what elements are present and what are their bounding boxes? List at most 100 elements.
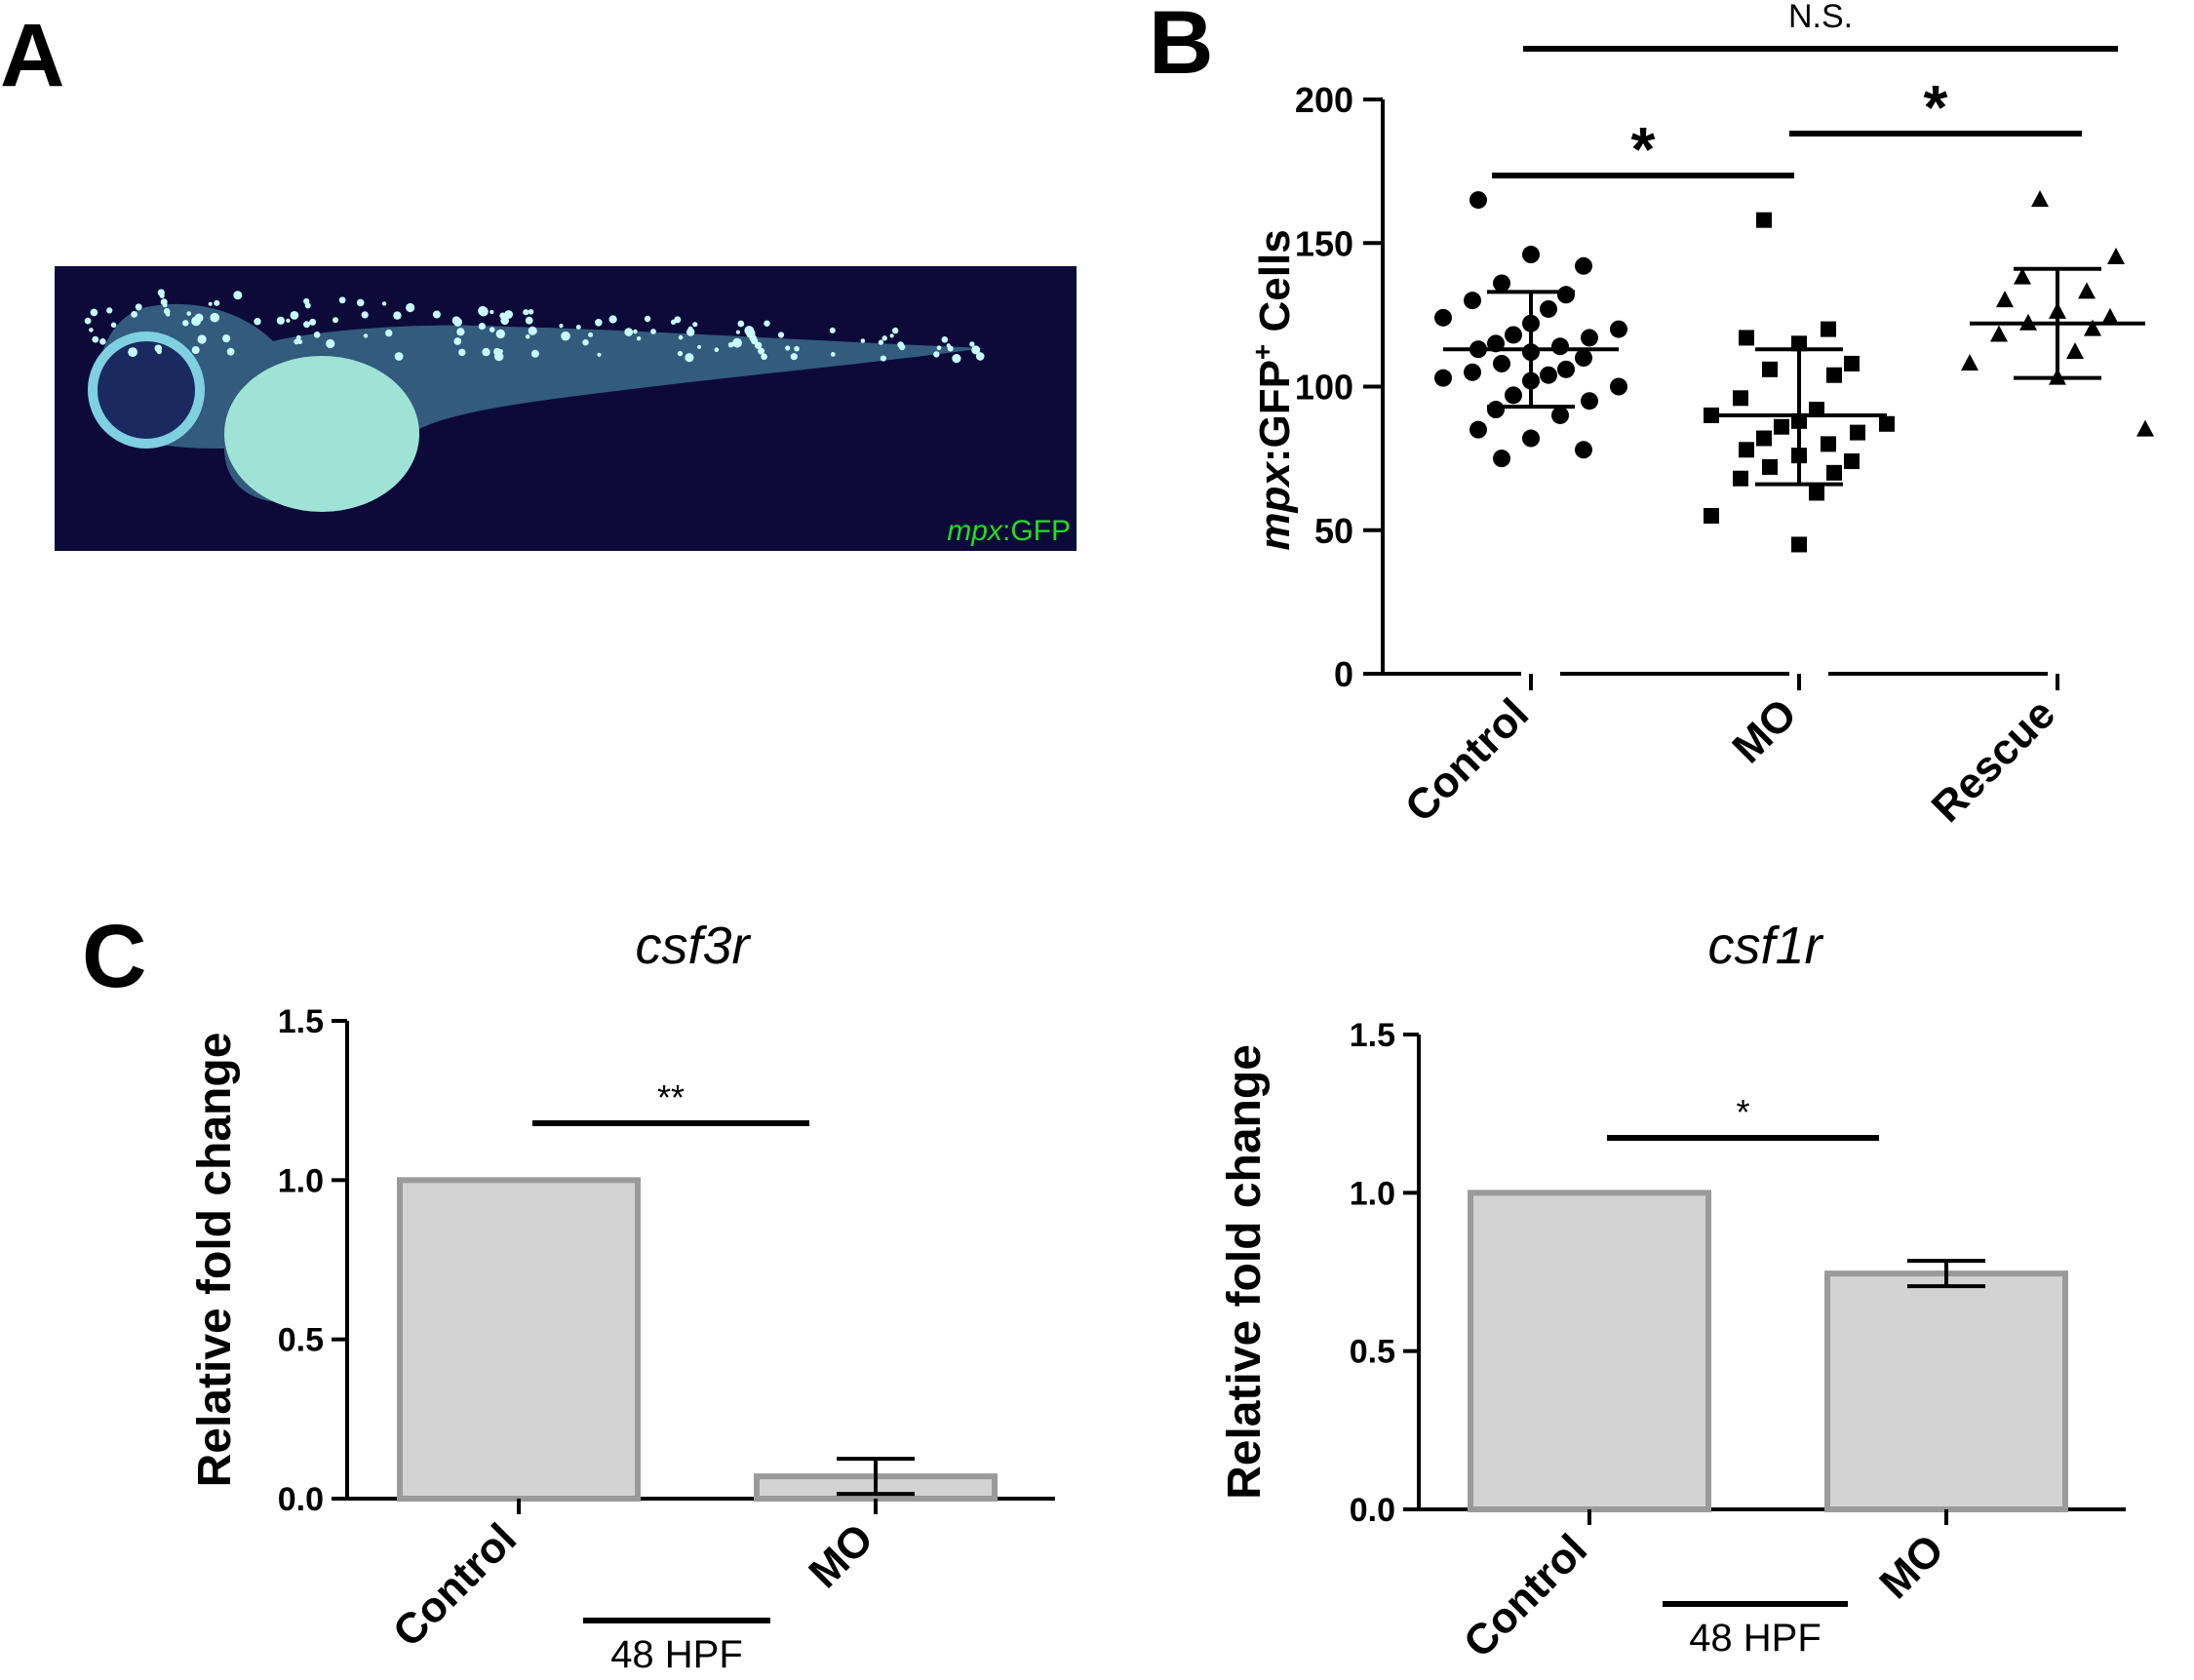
data-point-circle [1505, 326, 1522, 344]
data-point-circle [1522, 429, 1540, 448]
x-tick-label: Control [1455, 1525, 1596, 1666]
data-point-triangle [1961, 353, 1979, 371]
photo-label-italic: mpx [947, 515, 1003, 547]
data-point-square [1733, 390, 1748, 407]
gfp-spot [385, 329, 393, 337]
gfp-spot [973, 348, 979, 354]
gfp-spot [947, 345, 954, 352]
gfp-spot [490, 309, 494, 315]
gfp-spot [633, 329, 638, 334]
gfp-spot [222, 334, 231, 343]
gfp-spot [191, 346, 200, 354]
gfp-spot [361, 311, 369, 319]
data-point-circle [1575, 441, 1592, 459]
data-point-square [1850, 424, 1865, 441]
gfp-spot [294, 338, 300, 345]
data-point-square [1821, 321, 1836, 337]
data-point-triangle [2078, 282, 2096, 299]
gfp-spot [525, 316, 533, 325]
data-point-circle [1434, 308, 1452, 327]
gfp-spot [214, 299, 220, 306]
y-tick-label: 150 [1295, 223, 1353, 263]
data-point-triangle [2107, 247, 2125, 264]
gfp-spot [210, 312, 219, 323]
data-point-circle [1493, 354, 1510, 372]
bar [1824, 1270, 2068, 1512]
gfp-spot [495, 329, 505, 339]
y-tick-label: 1.5 [278, 1003, 324, 1040]
gfp-spot [650, 329, 656, 334]
data-point-circle [1551, 406, 1569, 424]
data-point-circle [1610, 320, 1627, 338]
gfp-spot [761, 353, 767, 361]
gfp-spot [829, 327, 836, 333]
bar-chart-csf3r: csf3r Relative fold change 0.0 0.5 1.0 1.5 Con… [189, 917, 1055, 1676]
data-point-circle [1551, 337, 1569, 356]
gfp-spot [494, 351, 504, 362]
gfp-spot [936, 345, 942, 351]
data-point-circle [1581, 392, 1598, 410]
bar [1468, 1190, 1711, 1513]
data-point-circle [1434, 369, 1452, 387]
gfp-spot [624, 328, 633, 336]
gfp-spot [89, 328, 94, 332]
gfp-spot [303, 321, 310, 329]
gfp-spot [197, 334, 207, 344]
gfp-spot [478, 305, 488, 316]
x-ticks: Control MO Rescue [1396, 674, 2064, 832]
data-points [1434, 190, 2154, 553]
panel-label-a: A [0, 6, 64, 105]
gfp-spot [304, 302, 311, 309]
gfp-spot [208, 301, 213, 306]
gfp-spot [529, 328, 537, 335]
data-point-square [1704, 508, 1719, 525]
gfp-spot [482, 347, 490, 357]
data-point-triangle [2014, 267, 2031, 285]
data-point-circle [1540, 366, 1557, 384]
gfp-spot [685, 353, 694, 363]
y-tick-label: 0.0 [278, 1481, 324, 1518]
data-point-square [1809, 485, 1824, 501]
data-point-triangle [2084, 319, 2101, 336]
chart-title: csf1r [1707, 917, 1823, 975]
gfp-spot [326, 338, 335, 349]
gfp-spot [608, 315, 617, 324]
gfp-spot [159, 293, 165, 298]
data-point-square [1826, 367, 1842, 383]
gfp-spot [90, 308, 98, 317]
data-point-square [1739, 330, 1754, 346]
gfp-spot [333, 317, 338, 324]
group-label: 48 HPF [1689, 1617, 1822, 1660]
data-point-square [1844, 355, 1860, 371]
gfp-spot [880, 355, 887, 362]
data-point-triangle [2031, 190, 2049, 208]
gfp-spot [830, 352, 836, 357]
bar [397, 1177, 641, 1503]
gfp-spot [394, 352, 404, 361]
data-point-circle [1557, 360, 1575, 378]
gfp-spot [735, 330, 741, 334]
data-point-circle [1581, 329, 1598, 347]
gfp-spot [166, 312, 171, 317]
gfp-spot [106, 307, 113, 314]
gfp-spot [156, 348, 162, 355]
data-point-circle [1493, 449, 1510, 468]
gfp-spots [84, 289, 985, 364]
gfp-spot [588, 332, 594, 337]
gfp-spot [889, 333, 894, 338]
gfp-spot [878, 339, 884, 345]
y-tick-label: 200 [1295, 80, 1353, 120]
panel-label-c: C [82, 907, 146, 1006]
gfp-spot [860, 338, 866, 343]
scatter-chart: 0 50 100 150 200 Control MO Rescue N.S. * * mpx:… [1247, 0, 2154, 832]
gfp-spot [254, 318, 261, 326]
gfp-spot [128, 347, 138, 357]
gfp-spot [162, 302, 168, 308]
gfp-spot [393, 311, 402, 320]
gfp-spot [530, 349, 539, 358]
gfp-spot [751, 337, 759, 345]
data-point-square [1756, 212, 1772, 228]
data-point-circle [1575, 256, 1592, 275]
gfp-spot [498, 349, 503, 354]
data-point-circle [1493, 274, 1510, 293]
